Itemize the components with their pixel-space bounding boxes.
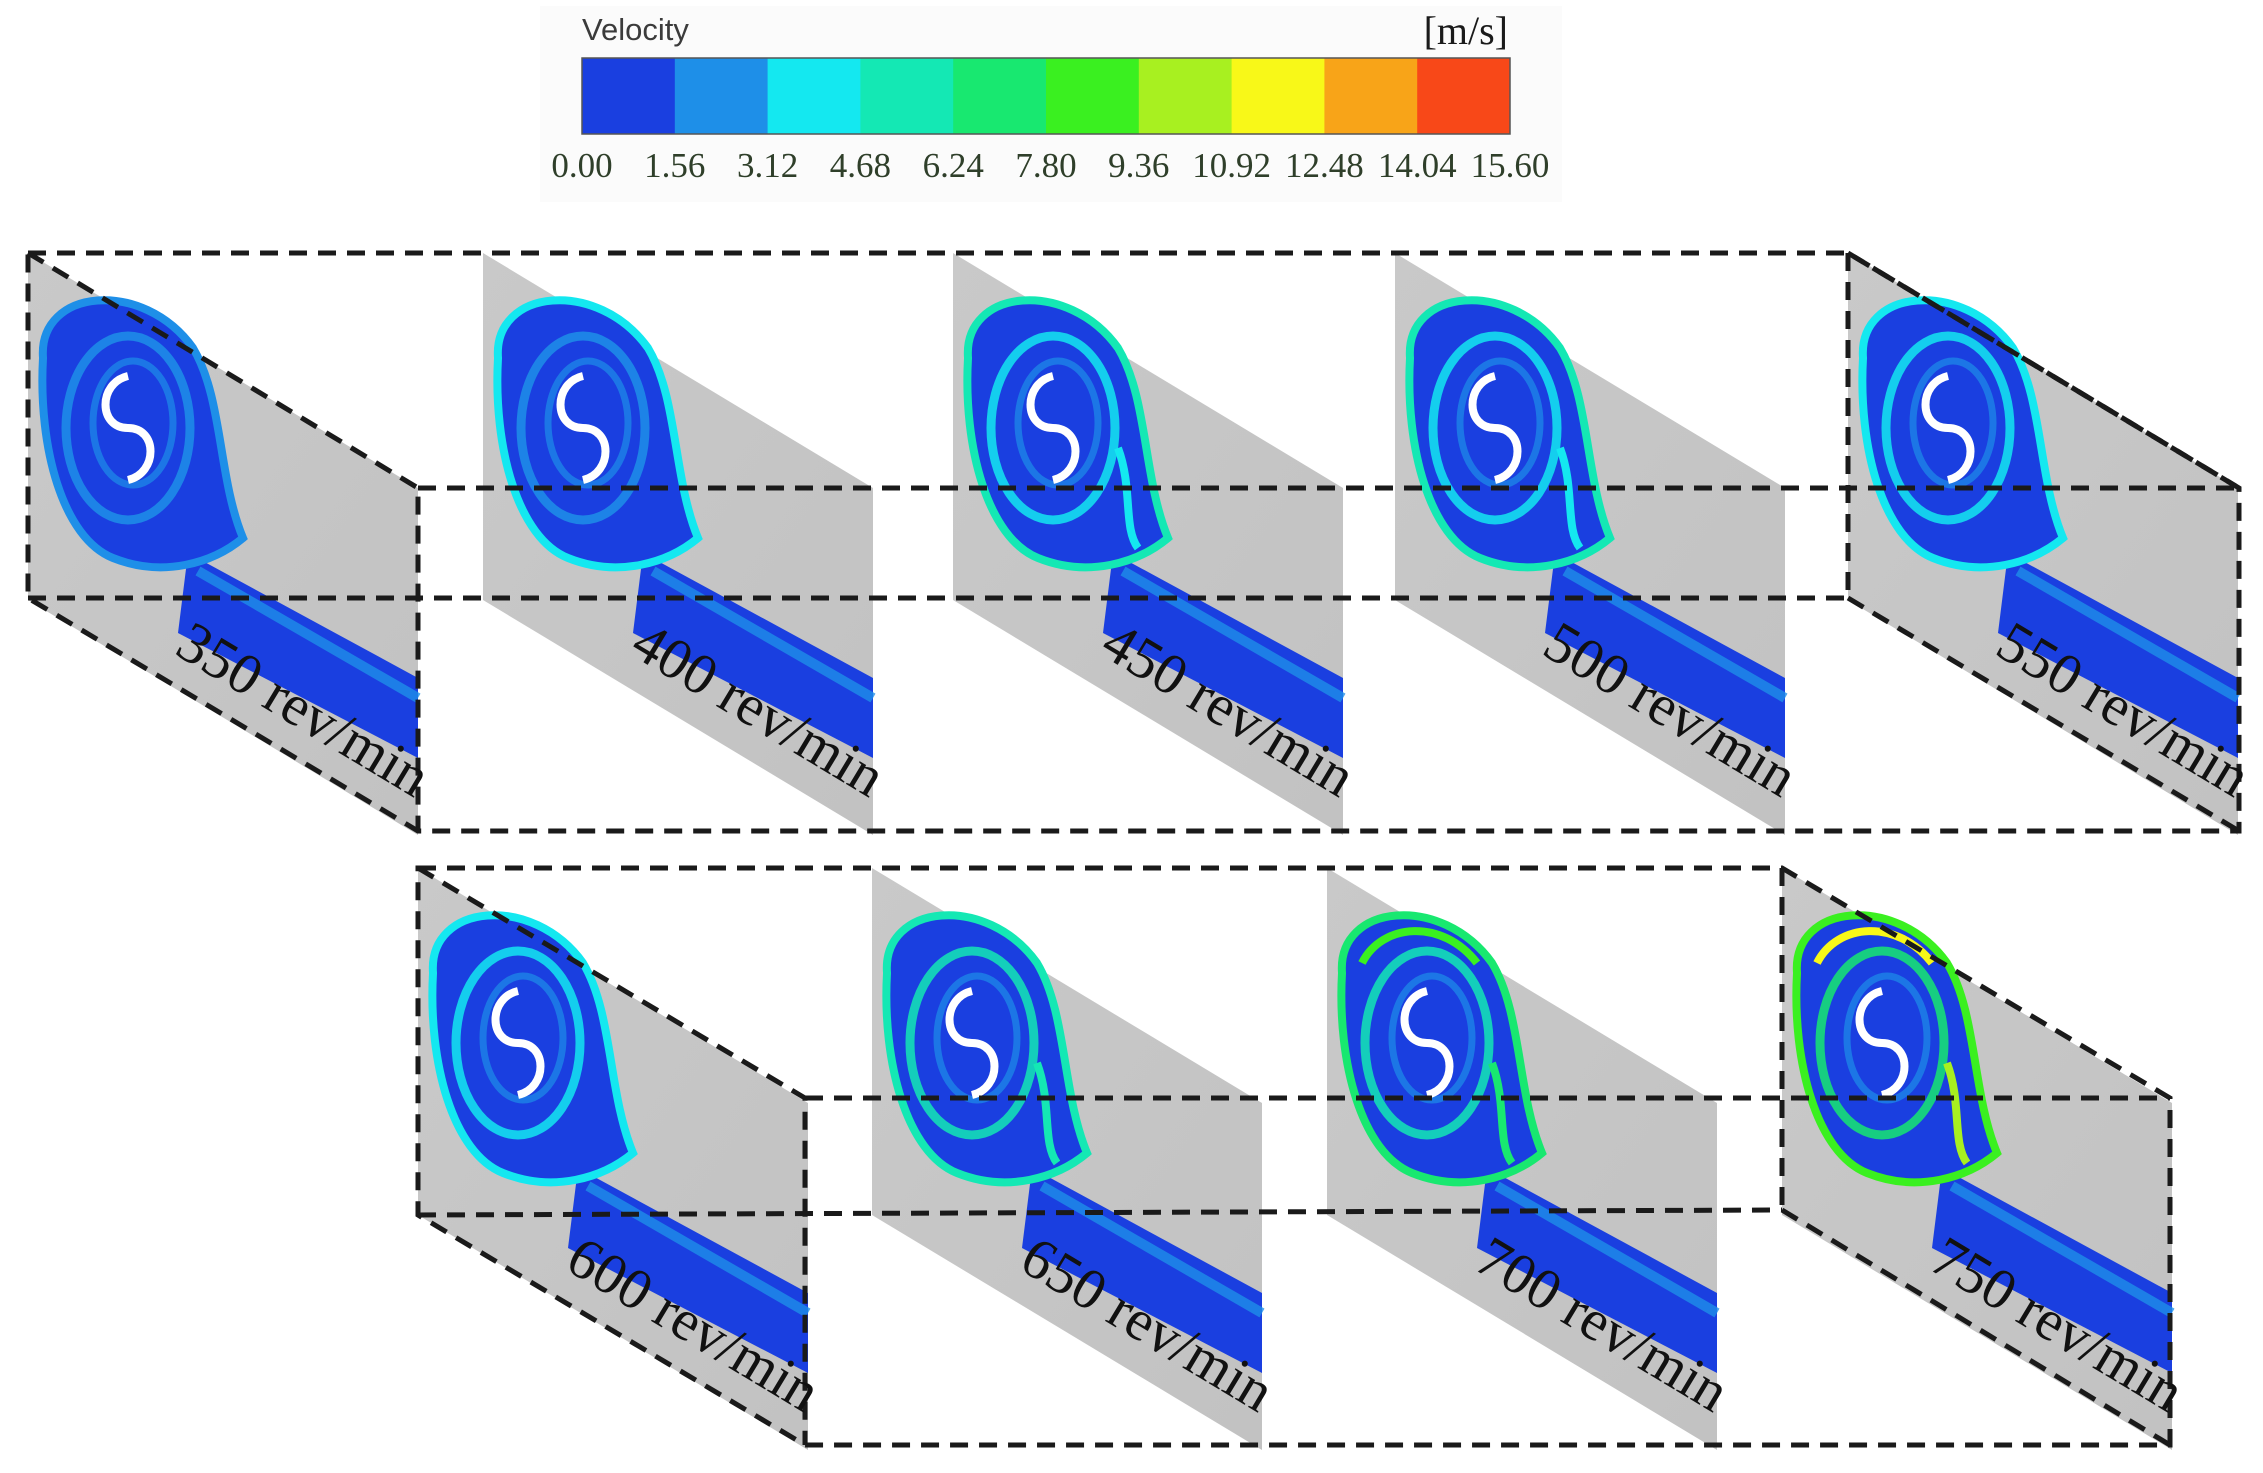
swirl-ring-inner	[479, 972, 567, 1104]
legend-swatch	[767, 58, 861, 134]
high-velocity-band	[1488, 1061, 1516, 1166]
impeller-blade	[1921, 372, 1975, 484]
legend-colorbar-border	[581, 57, 1511, 135]
legend-tick-label: 3.12	[737, 146, 798, 185]
pipe-streak	[650, 566, 876, 703]
legend-tick-label: 15.60	[1471, 146, 1550, 185]
contour-panel	[953, 253, 1346, 835]
swirl-ring	[1360, 946, 1494, 1140]
legend-tick-label: 4.68	[830, 146, 891, 185]
legend-swatch	[860, 58, 954, 134]
legend-swatch	[1231, 58, 1325, 134]
swirl-ring-inner	[933, 972, 1021, 1104]
legend-swatch	[953, 58, 1047, 134]
legend-swatch	[1324, 58, 1418, 134]
impeller-blade	[1468, 372, 1522, 484]
impeller-blade	[1400, 987, 1454, 1099]
legend-tick-label: 6.24	[923, 146, 984, 185]
swirl-ring	[1815, 946, 1949, 1140]
contour-panel	[483, 253, 876, 835]
high-velocity-band	[1033, 1061, 1061, 1166]
frame-row-1	[25, 250, 2242, 834]
outlet-pipe	[1022, 1168, 1262, 1373]
legend-tick-label: 1.56	[644, 146, 705, 185]
contour-panel	[872, 868, 1265, 1450]
swirl-ring-inner	[89, 357, 177, 489]
swirl-ring	[516, 331, 650, 525]
swirl-ring	[1428, 331, 1562, 525]
legend-tick-label: 9.36	[1108, 146, 1169, 185]
swirl-ring	[986, 331, 1120, 525]
legend-swatch	[1046, 58, 1140, 134]
pipe-streak	[1494, 1181, 1720, 1318]
legend-tick-label: 0.00	[551, 146, 612, 185]
legend-swatch	[1417, 58, 1511, 134]
contour-panel	[1848, 253, 2241, 835]
pipe-streak	[2015, 566, 2241, 703]
peak-velocity-band	[1358, 927, 1481, 966]
legend-swatch	[674, 58, 769, 134]
legend-swatch	[1138, 58, 1233, 134]
legend-title: Velocity	[582, 12, 689, 47]
high-velocity-band	[1114, 446, 1142, 551]
contour-panel	[28, 253, 421, 835]
impeller-blade	[1855, 987, 1909, 1099]
impeller-blade	[1026, 372, 1080, 484]
contour-panel	[1327, 868, 1720, 1450]
swirl-ring-inner	[1456, 357, 1544, 489]
frame-row-2	[415, 865, 2173, 1448]
swirl-ring-inner	[1014, 357, 1102, 489]
outlet-pipe	[1932, 1168, 2172, 1373]
swirl-ring	[61, 331, 195, 525]
legend-tick-labels: 0.00 1.56 3.12 4.68 6.24 7.80 9.36 10.92 12.48 14…	[551, 146, 1549, 185]
swirl-ring-inner	[544, 357, 632, 489]
legend-tick-label: 7.80	[1015, 146, 1076, 185]
pipe-streak	[1949, 1181, 2175, 1318]
legend-tick-label: 10.92	[1192, 146, 1271, 185]
swirl-ring	[1881, 331, 2015, 525]
outlet-pipe	[1998, 553, 2238, 758]
swirl-ring	[451, 946, 585, 1140]
high-velocity-band	[1556, 446, 1584, 551]
velocity-legend: Velocity [m/s] 0.00 1.56 3.12 4.68 6.24 7.80 9…	[540, 6, 1562, 202]
outlet-pipe	[568, 1168, 808, 1373]
pipe-streak	[1562, 566, 1788, 703]
swirl-ring	[905, 946, 1039, 1140]
legend-unit: [m/s]	[1424, 8, 1508, 53]
impeller-blade	[556, 372, 610, 484]
outlet-pipe	[1103, 553, 1343, 758]
outlet-pipe	[1477, 1168, 1717, 1373]
pipe-streak	[1039, 1181, 1265, 1318]
legend-colorbar	[581, 57, 1511, 135]
legend-tick-label: 12.48	[1285, 146, 1364, 185]
legend-swatch	[582, 58, 676, 134]
contour-panel	[1782, 868, 2175, 1450]
legend-tick-label: 14.04	[1378, 146, 1457, 185]
contour-panel	[1395, 253, 1788, 835]
pipe-streak	[585, 1181, 811, 1318]
impeller-blade	[491, 987, 545, 1099]
pipe-streak	[195, 566, 421, 703]
impeller-blade	[101, 372, 155, 484]
outlet-pipe	[1545, 553, 1785, 758]
pipe-streak	[1120, 566, 1346, 703]
outlet-pipe	[178, 553, 418, 758]
swirl-ring-inner	[1909, 357, 1997, 489]
high-velocity-band	[1943, 1061, 1971, 1166]
impeller-blade	[945, 987, 999, 1099]
contour-panel	[418, 868, 811, 1450]
outlet-pipe	[633, 553, 873, 758]
contour-panels	[28, 253, 2241, 1450]
